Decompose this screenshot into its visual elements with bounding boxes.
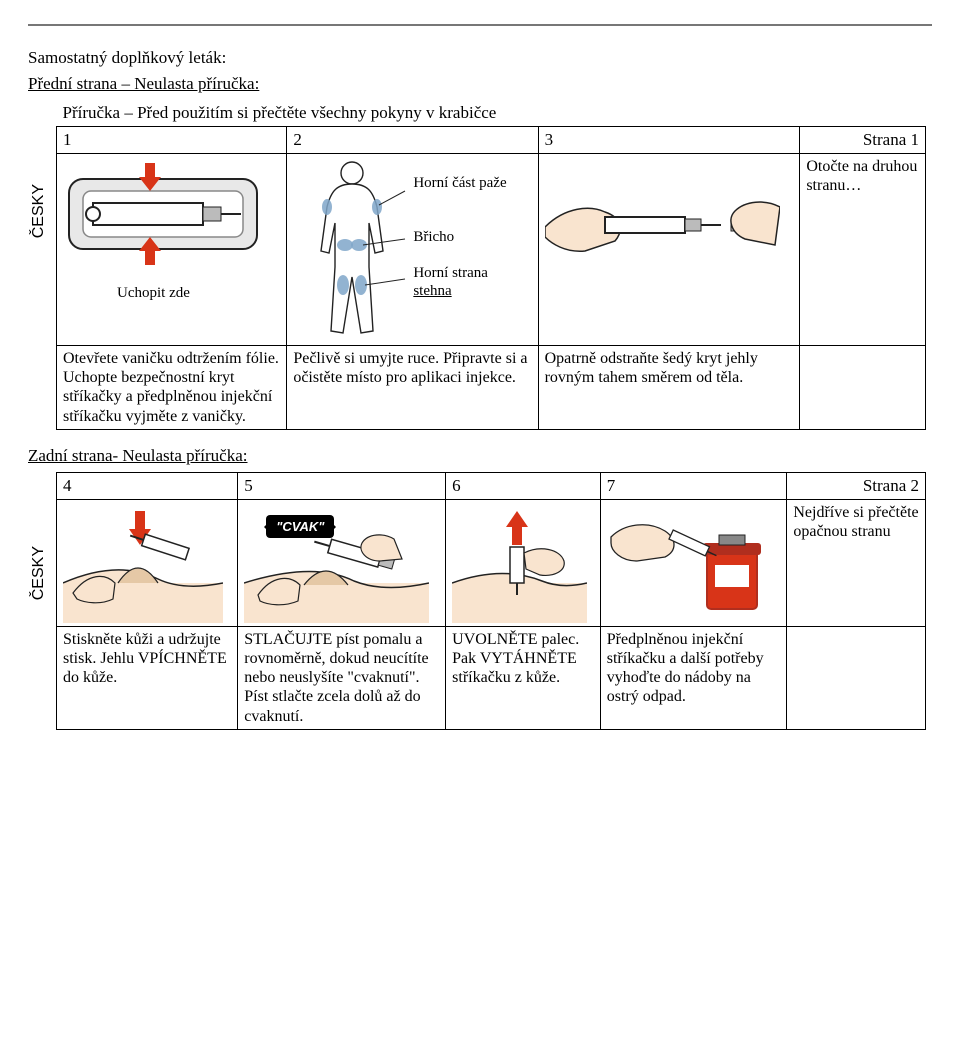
back-col5-num: Strana 2: [787, 472, 926, 499]
grab-here-label: Uchopit zde: [117, 285, 190, 302]
back-table: 4 5 6 7 Strana 2: [56, 472, 926, 730]
front-table: Příručka – Před použitím si přečtěte vše…: [56, 100, 926, 430]
back-col1-num: 4: [57, 472, 238, 499]
remove-cap-icon: [545, 157, 780, 287]
back-col4-num: 7: [600, 472, 787, 499]
back-step5-text: STLAČUJTE píst pomalu a rovnoměrně, doku…: [244, 630, 439, 726]
front-col1-num: 1: [57, 127, 287, 154]
leaflet-title: Samostatný doplňkový leták:: [28, 48, 932, 68]
front-step2-text: Pečlivě si umyjte ruce. Připravte si a o…: [293, 349, 531, 387]
thigh-label-2: stehna: [413, 283, 451, 300]
back-step4-img: [57, 499, 238, 626]
front-step3-img: [538, 154, 800, 346]
back-step8-cell: Nejdříve si přečtěte opačnou stranu: [787, 499, 926, 626]
back-step7-text: Předplněnou injekční stříkačku a další p…: [607, 630, 781, 707]
dispose-icon: [607, 503, 772, 623]
top-rule: [28, 24, 932, 26]
front-col2-num: 2: [287, 127, 538, 154]
release-icon: [452, 503, 587, 623]
upper-arm-label: Horní část paže: [413, 175, 513, 192]
back-step5-img: "CVAK": [238, 499, 446, 626]
front-step2-img: Horní část paže Břicho Horní strana steh…: [287, 154, 538, 346]
back-step7-img: [600, 499, 787, 626]
thigh-label-1: Horní strana: [413, 265, 488, 282]
front-step1-img: Uchopit zde: [57, 154, 287, 346]
body-icon: [297, 157, 407, 342]
front-step4-text: Otočte na druhou stranu…: [806, 157, 919, 195]
front-step3-text: Opatrně odstraňte šedý kryt jehly rovným…: [545, 349, 794, 387]
back-col5-text: Nejdříve si přečtěte opačnou stranu: [793, 503, 919, 541]
back-side-label: Zadní strana- Neulasta příručka:: [28, 446, 932, 466]
front-caption: Příručka – Před použitím si přečtěte vše…: [57, 100, 926, 127]
back-step6-img: [446, 499, 601, 626]
back-step4-text: Stiskněte kůži a udržujte stisk. Jehlu V…: [63, 630, 231, 688]
tray-icon: [63, 157, 268, 272]
back-step6-text: UVOLNĚTE palec. Pak VYTÁHNĚTE stříkačku …: [452, 630, 594, 688]
pinch-inject-icon: [63, 503, 223, 623]
lang-tab-front: ČESKY: [28, 180, 50, 242]
back-col3-num: 6: [446, 472, 601, 499]
front-col3-num: 3: [538, 127, 800, 154]
belly-label: Břicho: [413, 229, 454, 246]
cvak-badge: "CVAK": [266, 515, 334, 538]
front-side-label: Přední strana – Neulasta příručka:: [28, 74, 932, 94]
front-col4-num: Strana 1: [800, 127, 926, 154]
front-step1-text: Otevřete vaničku odtržením fólie. Uchopt…: [63, 349, 280, 426]
back-col2-num: 5: [238, 472, 446, 499]
lang-tab-back: ČESKY: [28, 542, 50, 604]
front-step4-cell: Otočte na druhou stranu…: [800, 154, 926, 346]
